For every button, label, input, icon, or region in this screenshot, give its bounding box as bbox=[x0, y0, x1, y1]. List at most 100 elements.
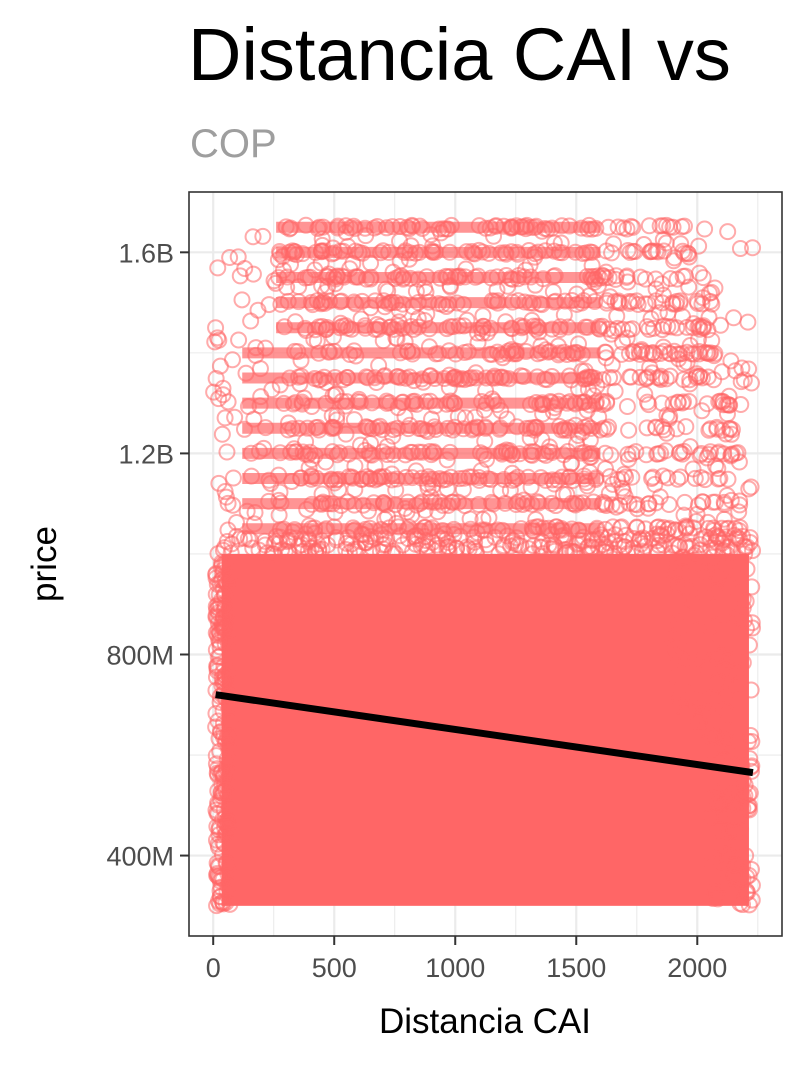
data-point bbox=[503, 464, 521, 482]
data-point bbox=[646, 475, 664, 493]
data-point bbox=[639, 499, 657, 517]
data-point bbox=[438, 395, 456, 413]
data-point bbox=[244, 265, 262, 283]
data-point bbox=[310, 540, 328, 558]
data-point bbox=[706, 565, 724, 583]
data-point bbox=[744, 239, 762, 257]
data-point bbox=[742, 478, 760, 496]
data-point bbox=[666, 640, 684, 658]
data-point bbox=[604, 475, 622, 493]
data-point bbox=[688, 505, 706, 523]
data-point bbox=[681, 375, 699, 393]
data-point bbox=[544, 283, 562, 301]
data-points bbox=[205, 216, 762, 915]
data-point bbox=[647, 419, 665, 437]
data-point bbox=[731, 674, 749, 692]
data-point bbox=[486, 528, 504, 546]
data-point bbox=[313, 230, 331, 248]
data-point bbox=[221, 249, 239, 267]
data-point bbox=[345, 342, 363, 360]
data-point bbox=[432, 224, 450, 242]
data-point bbox=[743, 614, 761, 632]
data-point bbox=[563, 454, 581, 472]
data-point bbox=[441, 277, 459, 295]
data-point bbox=[352, 436, 370, 454]
data-point bbox=[244, 539, 262, 557]
data-point bbox=[207, 831, 225, 849]
data-point bbox=[681, 337, 699, 355]
data-point bbox=[337, 425, 355, 443]
data-point bbox=[537, 341, 555, 359]
data-point bbox=[388, 419, 406, 437]
data-point bbox=[324, 239, 342, 257]
data-point bbox=[589, 277, 607, 295]
data-point bbox=[497, 313, 515, 331]
data-point bbox=[685, 669, 703, 687]
data-point bbox=[700, 308, 718, 326]
data-point bbox=[508, 529, 526, 547]
data-point bbox=[246, 503, 264, 521]
data-point bbox=[680, 278, 698, 296]
data-point bbox=[282, 443, 300, 461]
data-point bbox=[420, 338, 438, 356]
y-tick-label: 400M bbox=[106, 842, 174, 872]
data-point bbox=[362, 254, 380, 272]
data-point bbox=[566, 416, 584, 434]
data-point bbox=[467, 364, 485, 382]
data-point bbox=[521, 256, 539, 274]
data-point bbox=[740, 636, 758, 654]
data-point bbox=[723, 543, 741, 561]
data-point bbox=[554, 485, 572, 503]
data-point bbox=[209, 766, 227, 784]
data-point bbox=[619, 273, 637, 291]
data-point bbox=[555, 343, 573, 361]
data-point bbox=[654, 231, 672, 249]
data-point bbox=[603, 244, 621, 262]
data-point bbox=[683, 641, 701, 659]
data-point bbox=[700, 421, 718, 439]
data-point bbox=[267, 274, 285, 292]
data-point bbox=[549, 337, 567, 355]
data-point bbox=[734, 590, 752, 608]
data-point bbox=[390, 313, 408, 331]
data-point bbox=[583, 256, 601, 274]
data-point bbox=[247, 339, 265, 357]
data-point bbox=[730, 453, 748, 471]
data-point bbox=[619, 450, 637, 468]
data-point bbox=[545, 234, 563, 252]
data-point bbox=[728, 608, 746, 626]
data-point bbox=[709, 459, 727, 477]
data-point bbox=[379, 508, 397, 526]
data-point bbox=[668, 292, 686, 310]
data-point bbox=[209, 259, 227, 277]
data-point bbox=[501, 481, 519, 499]
data-point bbox=[209, 329, 227, 347]
data-point bbox=[659, 614, 677, 632]
data-point bbox=[423, 410, 441, 428]
data-point bbox=[292, 469, 310, 487]
data-point bbox=[205, 383, 223, 401]
data-point bbox=[212, 878, 230, 896]
plot-border bbox=[188, 191, 783, 937]
data-point bbox=[600, 484, 618, 502]
data-point bbox=[476, 432, 494, 450]
data-point bbox=[623, 320, 641, 338]
data-point bbox=[620, 421, 638, 439]
data-point bbox=[636, 385, 654, 403]
data-point bbox=[274, 247, 292, 265]
data-point bbox=[420, 470, 438, 488]
data-point bbox=[419, 422, 437, 440]
data-point bbox=[357, 227, 375, 245]
data-point bbox=[717, 789, 735, 807]
data-point bbox=[260, 296, 278, 314]
data-point bbox=[247, 346, 265, 364]
data-point bbox=[313, 277, 331, 295]
data-point bbox=[664, 630, 682, 648]
y-axis-title: price bbox=[25, 526, 64, 602]
data-point bbox=[352, 310, 370, 328]
data-point bbox=[719, 823, 737, 841]
trend-line bbox=[215, 691, 754, 777]
data-point bbox=[440, 342, 458, 360]
data-point bbox=[230, 331, 248, 349]
data-point bbox=[327, 531, 345, 549]
